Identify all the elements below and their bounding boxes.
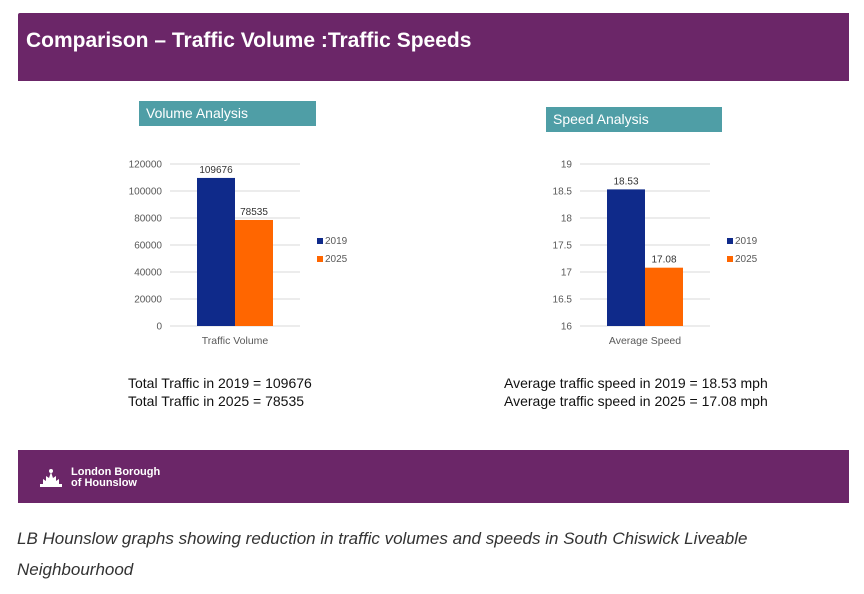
volume-summary: Total Traffic in 2019 = 109676 Total Tra… [128, 374, 312, 410]
y-tick-label: 18.5 [553, 187, 573, 198]
x-category-label: Average Speed [609, 335, 681, 347]
volume-analysis-label: Volume Analysis [139, 101, 316, 126]
legend-swatch-2019 [317, 238, 323, 244]
y-tick-label: 19 [561, 160, 573, 171]
y-tick-label: 40000 [134, 268, 162, 279]
legend-label-2025: 2025 [735, 254, 758, 265]
y-tick-label: 0 [156, 322, 162, 333]
y-tick-label: 60000 [134, 241, 162, 252]
logo-line-1: London Borough [71, 466, 161, 478]
volume-summary-line-2025: Total Traffic in 2025 = 78535 [128, 393, 305, 409]
legend-swatch-2019 [727, 238, 733, 244]
speed-summary: Average traffic speed in 2019 = 18.53 mp… [504, 374, 768, 410]
volume-summary-line-2019: Total Traffic in 2019 = 109676 [128, 375, 312, 391]
bar-2019 [197, 177, 235, 326]
borough-crest-icon [40, 469, 62, 487]
logo-line-2: of Hounslow [71, 477, 137, 489]
y-tick-label: 18 [561, 214, 573, 225]
legend-label-2019: 2019 [325, 236, 348, 247]
page-title: Comparison – Traffic Volume :Traffic Spe… [26, 29, 472, 52]
y-tick-label: 17.5 [553, 241, 573, 252]
legend-swatch-2025 [727, 256, 733, 262]
speed-chart: 19 18.5 18 17.5 17 16.5 16 18.53 17.08 Average Sp… [553, 160, 758, 348]
y-tick-label: 16.5 [553, 295, 573, 306]
header-bar: Comparison – Traffic Volume :Traffic Spe… [18, 13, 849, 81]
x-category-label: Traffic Volume [202, 335, 269, 347]
data-label-2025: 17.08 [651, 255, 676, 266]
hounslow-logo: London Borough of Hounslow [38, 467, 160, 489]
bar-2019 [607, 189, 645, 326]
y-tick-label: 80000 [134, 214, 162, 225]
y-tick-label: 120000 [129, 160, 163, 171]
figure-caption: LB Hounslow graphs showing reduction in … [17, 529, 748, 579]
y-tick-label: 20000 [134, 295, 162, 306]
bar-2025 [235, 219, 273, 326]
bar-2025 [645, 267, 683, 326]
legend-label-2019: 2019 [735, 236, 758, 247]
speed-summary-line-2019: Average traffic speed in 2019 = 18.53 mp… [504, 375, 768, 391]
y-tick-label: 16 [561, 322, 573, 333]
volume-chart: 120000 100000 80000 60000 40000 20000 0 109676 7… [129, 160, 348, 348]
speed-summary-line-2025: Average traffic speed in 2025 = 17.08 mp… [504, 393, 768, 409]
legend-swatch-2025 [317, 256, 323, 262]
data-label-2025: 78535 [240, 207, 268, 218]
legend-label-2025: 2025 [325, 254, 348, 265]
speed-analysis-label: Speed Analysis [546, 107, 722, 132]
footer-bar: London Borough of Hounslow [18, 450, 849, 503]
data-label-2019: 109676 [199, 165, 233, 176]
y-tick-label: 100000 [129, 187, 163, 198]
data-label-2019: 18.53 [613, 176, 638, 187]
y-tick-label: 17 [561, 268, 573, 279]
